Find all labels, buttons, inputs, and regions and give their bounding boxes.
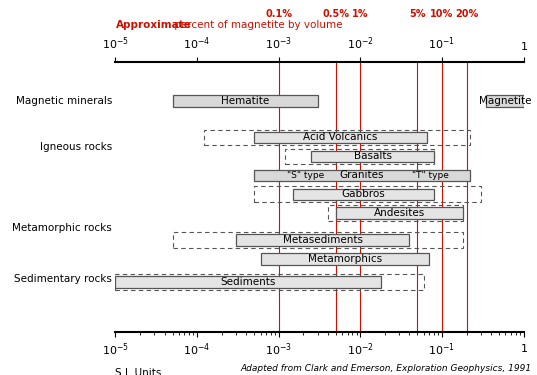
Text: Magnetite: Magnetite bbox=[478, 96, 531, 106]
Text: 0.5%: 0.5% bbox=[322, 9, 349, 19]
Bar bbox=[254, 186, 481, 202]
Bar bbox=[260, 253, 429, 265]
Text: Basalts: Basalts bbox=[353, 152, 391, 161]
Text: Approximate: Approximate bbox=[115, 20, 191, 30]
Bar bbox=[172, 232, 463, 248]
Text: Sedimentary rocks: Sedimentary rocks bbox=[14, 274, 112, 284]
Text: Metasediments: Metasediments bbox=[283, 235, 363, 245]
Text: Adapted from Clark and Emerson, Exploration Geophysics, 1991: Adapted from Clark and Emerson, Explorat… bbox=[241, 364, 532, 373]
Text: percent of magnetite by volume: percent of magnetite by volume bbox=[171, 20, 343, 30]
Text: Gabbros: Gabbros bbox=[342, 189, 386, 199]
Bar bbox=[336, 207, 463, 219]
Text: Magnetic minerals: Magnetic minerals bbox=[16, 96, 112, 106]
Bar bbox=[115, 274, 424, 290]
Text: Metamorphic rocks: Metamorphic rocks bbox=[12, 223, 112, 233]
Bar bbox=[328, 205, 463, 221]
Bar bbox=[311, 151, 434, 162]
Bar bbox=[293, 189, 434, 200]
Text: 20%: 20% bbox=[455, 9, 478, 19]
Text: 0.1%: 0.1% bbox=[265, 9, 292, 19]
Text: "T" type: "T" type bbox=[412, 171, 449, 180]
Bar bbox=[254, 170, 470, 181]
Bar bbox=[236, 234, 410, 246]
Bar bbox=[115, 276, 381, 288]
Text: 5%: 5% bbox=[409, 9, 426, 19]
Bar bbox=[204, 130, 470, 145]
Bar bbox=[487, 95, 524, 107]
Bar bbox=[285, 148, 434, 164]
Text: 10%: 10% bbox=[430, 9, 454, 19]
Bar bbox=[254, 132, 427, 143]
Text: Granites: Granites bbox=[340, 170, 384, 180]
Text: Andesites: Andesites bbox=[374, 208, 425, 218]
Text: Sediments: Sediments bbox=[221, 277, 276, 287]
Text: Igneous rocks: Igneous rocks bbox=[40, 142, 112, 152]
Bar bbox=[172, 95, 318, 107]
Text: Acid Volcanics: Acid Volcanics bbox=[303, 132, 378, 142]
Text: "S" type: "S" type bbox=[287, 171, 324, 180]
Text: S.I. Units: S.I. Units bbox=[115, 368, 162, 375]
Text: Hematite: Hematite bbox=[221, 96, 269, 106]
Text: Metamorphics: Metamorphics bbox=[308, 254, 382, 264]
Text: 1%: 1% bbox=[352, 9, 368, 19]
